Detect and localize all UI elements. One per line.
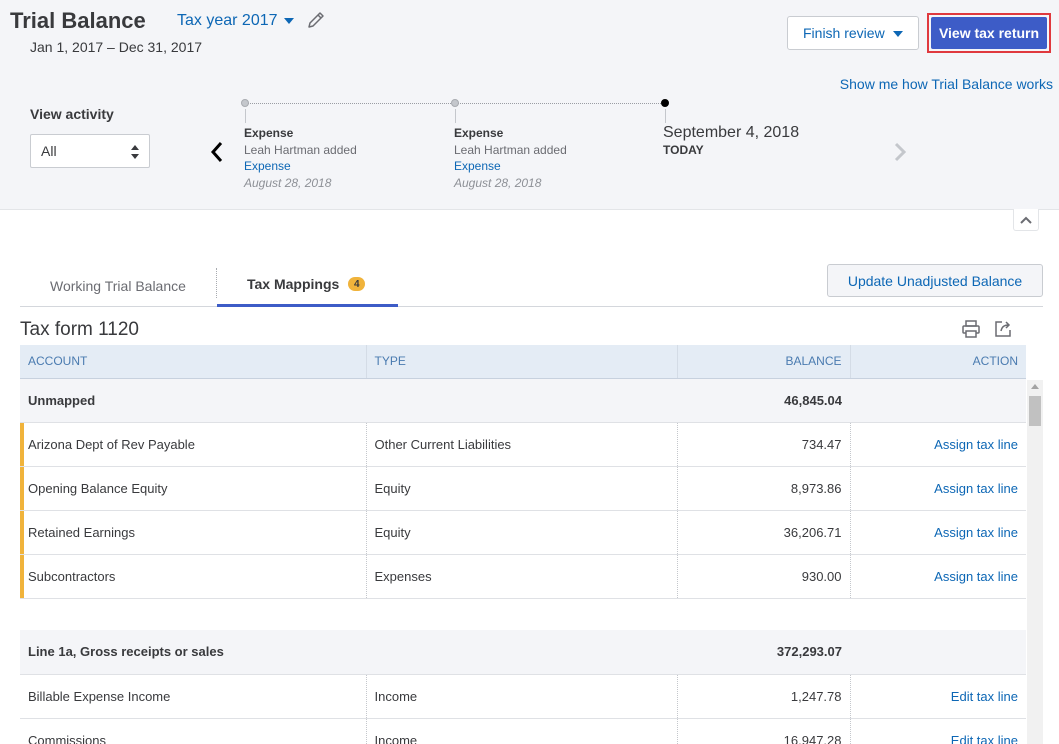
timeline-dot-today	[661, 99, 669, 107]
cell-type: Income	[366, 718, 678, 744]
count-badge: 4	[348, 277, 366, 291]
column-header-type[interactable]: TYPE	[366, 345, 678, 379]
activity-type: Expense	[454, 126, 504, 140]
today-date: September 4, 2018	[663, 124, 800, 141]
view-tax-return-button[interactable]: View tax return	[931, 17, 1047, 49]
table-header-row: ACCOUNT TYPE BALANCE ACTION	[20, 345, 1026, 379]
activity-date: August 28, 2018	[454, 175, 542, 190]
tab-bar: Working Trial Balance Tax Mappings 4	[20, 264, 1043, 307]
caret-down-icon	[283, 18, 294, 24]
tab-label: Working Trial Balance	[50, 277, 186, 294]
tab-working-trial-balance[interactable]: Working Trial Balance	[50, 264, 186, 307]
group-row: Unmapped 46,845.04	[20, 378, 1026, 423]
cell-type: Income	[366, 674, 678, 719]
form-title: Tax form 1120	[20, 319, 139, 340]
group-total: 372,293.07	[677, 630, 850, 675]
cell-balance: 734.47	[677, 422, 851, 467]
scroll-up-arrow-icon[interactable]	[1031, 384, 1039, 389]
edit-tax-line-link[interactable]: Edit tax line	[950, 688, 1018, 704]
tab-divider	[216, 268, 217, 298]
activity-who: Leah Hartman added	[244, 142, 357, 157]
cell-balance: 36,206.71	[677, 510, 851, 555]
cell-account: Commissions	[20, 718, 367, 744]
update-unadjusted-balance-button[interactable]: Update Unadjusted Balance	[827, 264, 1043, 297]
cell-type: Expenses	[366, 554, 678, 599]
timeline-dot	[451, 99, 459, 107]
column-header-action: ACTION	[850, 345, 1026, 379]
table-row: Billable Expense Income Income 1,247.78 …	[20, 674, 1026, 719]
tax-year-label: Tax year 2017	[177, 12, 278, 29]
date-range: Jan 1, 2017 – Dec 31, 2017	[30, 39, 203, 55]
printer-icon[interactable]	[961, 319, 981, 339]
assign-tax-line-link[interactable]: Assign tax line	[934, 524, 1018, 540]
chevron-up-icon	[1020, 216, 1032, 224]
updown-arrows-icon	[131, 145, 139, 159]
caret-down-icon	[893, 31, 903, 37]
cell-balance: 16,947.28	[677, 718, 851, 744]
export-icon[interactable]	[993, 319, 1013, 339]
cell-account: Subcontractors	[20, 554, 367, 599]
timeline-item: Expense Leah Hartman added Expense Augus…	[244, 125, 357, 191]
edit-tax-line-link[interactable]: Edit tax line	[950, 732, 1018, 744]
view-tax-return-highlight: View tax return	[927, 13, 1051, 53]
activity-who: Leah Hartman added	[454, 142, 567, 157]
timeline-today: September 4, 2018 TODAY	[663, 124, 799, 157]
activity-link[interactable]: Expense	[244, 159, 291, 173]
tab-label: Tax Mappings	[247, 276, 340, 292]
scrollbar-thumb[interactable]	[1029, 396, 1041, 426]
table-row: Commissions Income 16,947.28 Edit tax li…	[20, 718, 1026, 744]
timeline-stem	[665, 109, 666, 123]
header-panel: Trial Balance Tax year 2017 Jan 1, 2017 …	[0, 0, 1059, 210]
chevron-right-icon[interactable]	[891, 140, 911, 164]
table-scrollbar[interactable]	[1027, 380, 1043, 744]
cell-account: Opening Balance Equity	[20, 466, 367, 511]
group-row: Line 1a, Gross receipts or sales 372,293…	[20, 630, 1026, 675]
timeline-dot	[241, 99, 249, 107]
activity-date: August 28, 2018	[244, 175, 332, 190]
assign-tax-line-link[interactable]: Assign tax line	[934, 436, 1018, 452]
finish-review-label: Finish review	[803, 25, 885, 41]
cell-balance: 1,247.78	[677, 674, 851, 719]
activity-link[interactable]: Expense	[454, 159, 501, 173]
group-spacer	[20, 597, 1026, 630]
timeline-stem	[455, 109, 456, 123]
table-row: Subcontractors Expenses 930.00 Assign ta…	[20, 554, 1026, 599]
timeline-stem	[245, 109, 246, 123]
cell-type: Other Current Liabilities	[366, 422, 678, 467]
cell-type: Equity	[366, 510, 678, 555]
cell-balance: 930.00	[677, 554, 851, 599]
page-title: Trial Balance	[10, 8, 146, 33]
table-row: Retained Earnings Equity 36,206.71 Assig…	[20, 510, 1026, 555]
group-total: 46,845.04	[677, 378, 850, 423]
cell-account: Retained Earnings	[20, 510, 367, 555]
timeline-item: Expense Leah Hartman added Expense Augus…	[454, 125, 567, 191]
table-row: Opening Balance Equity Equity 8,973.86 A…	[20, 466, 1026, 511]
group-name: Unmapped	[20, 378, 366, 423]
cell-type: Equity	[366, 466, 678, 511]
table-row: Arizona Dept of Rev Payable Other Curren…	[20, 422, 1026, 467]
column-header-account[interactable]: ACCOUNT	[20, 345, 367, 379]
activity-filter-value: All	[41, 143, 57, 159]
cell-account: Arizona Dept of Rev Payable	[20, 422, 367, 467]
tab-tax-mappings[interactable]: Tax Mappings 4	[217, 264, 398, 307]
view-activity-label: View activity	[30, 106, 114, 122]
today-label: TODAY	[663, 143, 704, 157]
show-me-how-link[interactable]: Show me how Trial Balance works	[839, 76, 1053, 92]
chevron-left-icon[interactable]	[207, 140, 227, 164]
finish-review-button[interactable]: Finish review	[787, 16, 919, 50]
tax-mappings-table: ACCOUNT TYPE BALANCE ACTION Unmapped 46,…	[20, 345, 1026, 744]
cell-balance: 8,973.86	[677, 466, 851, 511]
assign-tax-line-link[interactable]: Assign tax line	[934, 480, 1018, 496]
collapse-panel-button[interactable]	[1013, 209, 1039, 231]
group-name: Line 1a, Gross receipts or sales	[20, 630, 366, 675]
activity-type: Expense	[244, 126, 294, 140]
tax-year-dropdown[interactable]: Tax year 2017	[177, 12, 294, 30]
assign-tax-line-link[interactable]: Assign tax line	[934, 568, 1018, 584]
cell-account: Billable Expense Income	[20, 674, 367, 719]
pencil-icon[interactable]	[306, 10, 326, 30]
activity-filter-select[interactable]: All	[30, 134, 150, 168]
column-header-balance[interactable]: BALANCE	[677, 345, 851, 379]
